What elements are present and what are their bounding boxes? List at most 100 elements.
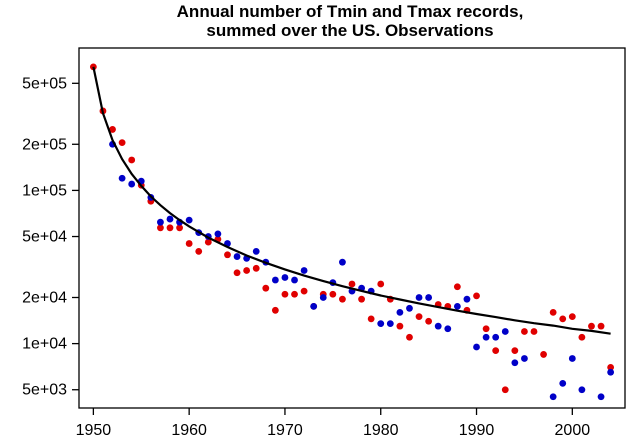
- data-point-series-1: [473, 292, 480, 300]
- chart-title-line-1: Annual number of Tmin and Tmax records,: [176, 2, 524, 21]
- data-point-series-1: [607, 363, 615, 371]
- data-point-series-1: [195, 247, 203, 255]
- y-tick-label: 5e+05: [22, 75, 67, 92]
- data-point-series-1: [396, 322, 404, 330]
- data-point-series-2: [310, 302, 318, 310]
- fit-curve: [92, 66, 611, 335]
- data-point-series-1: [492, 347, 500, 355]
- data-point-series-2: [118, 174, 126, 182]
- data-point-series-1: [559, 315, 567, 323]
- data-point-series-1: [89, 63, 97, 71]
- data-point-series-2: [214, 230, 222, 238]
- data-point-series-1: [291, 290, 298, 298]
- data-point-series-1: [511, 347, 519, 355]
- data-point-series-1: [339, 295, 346, 303]
- data-point-series-1: [358, 295, 365, 303]
- data-point-series-1: [118, 139, 126, 147]
- data-point-series-2: [482, 333, 490, 341]
- data-point-series-2: [319, 294, 327, 301]
- data-point-series-1: [530, 328, 538, 335]
- data-point-series-2: [568, 355, 576, 362]
- x-tick-label: 1970: [267, 422, 303, 439]
- data-point-series-1: [453, 283, 461, 291]
- data-point-series-1: [501, 386, 509, 394]
- data-point-series-2: [549, 393, 557, 401]
- data-point-series-1: [300, 287, 308, 295]
- data-point-series-2: [453, 302, 461, 310]
- data-point-series-1: [329, 290, 337, 298]
- data-point-series-2: [339, 258, 346, 266]
- data-point-series-1: [406, 333, 413, 341]
- data-point-series-1: [157, 224, 164, 232]
- data-point-series-2: [415, 294, 423, 301]
- data-point-series-2: [434, 322, 442, 330]
- chart-title-line-2: summed over the US. Observations: [206, 21, 494, 40]
- y-tick-label: 5e+03: [22, 382, 67, 399]
- data-point-series-2: [291, 276, 298, 284]
- data-point-series-1: [549, 308, 557, 316]
- x-tick-label: 1950: [76, 422, 112, 439]
- y-axis: 5e+05 2e+05 1e+05 5e+04 2e+04 1e+04 5e+03: [22, 75, 79, 399]
- data-point-series-2: [185, 216, 193, 224]
- data-point-series-2: [511, 359, 519, 367]
- data-point-series-1: [176, 224, 183, 232]
- data-point-series-2: [157, 218, 164, 226]
- data-point-series-2: [406, 304, 413, 312]
- data-point-series-1: [166, 224, 174, 232]
- data-point-series-1: [233, 269, 241, 277]
- x-tick-label: 1980: [363, 422, 399, 439]
- data-point-series-2: [252, 247, 260, 255]
- data-point-series-2: [425, 294, 433, 301]
- data-point-series-2: [271, 276, 279, 284]
- data-point-series-2: [521, 355, 528, 362]
- data-point-series-2: [597, 393, 605, 401]
- data-point-series-2: [233, 253, 241, 260]
- data-point-series-2: [281, 274, 289, 281]
- y-tick-label: 5e+04: [22, 229, 67, 246]
- data-point-series-1: [377, 280, 385, 288]
- data-point-series-2: [578, 386, 586, 394]
- data-point-series-1: [482, 325, 490, 333]
- data-point-series-1: [597, 322, 605, 330]
- data-point-series-1: [252, 264, 260, 272]
- data-point-series-1: [109, 126, 116, 133]
- data-point-series-1: [367, 315, 375, 323]
- data-point-series-1: [568, 313, 576, 321]
- x-axis: 1950 1960 1970 1980 1990 2000: [76, 408, 591, 439]
- data-point-series-1: [271, 306, 279, 314]
- data-point-series-2: [444, 325, 452, 333]
- plot-frame: [78, 47, 626, 409]
- data-point-series-1: [588, 322, 595, 330]
- data-point-series-1: [578, 333, 586, 341]
- data-point-series-2: [501, 328, 509, 335]
- data-point-series-1: [281, 290, 289, 298]
- y-tick-label: 2e+04: [22, 289, 67, 306]
- data-point-series-2: [386, 320, 394, 328]
- data-point-series-1: [425, 317, 433, 325]
- data-point-series-2: [377, 320, 385, 328]
- y-tick-label: 2e+05: [22, 136, 67, 153]
- data-point-series-1: [224, 251, 231, 259]
- data-point-series-2: [607, 368, 615, 376]
- data-point-series-1: [243, 267, 251, 274]
- data-point-series-1: [415, 313, 423, 321]
- x-tick-label: 1960: [171, 422, 207, 439]
- data-point-series-2: [473, 343, 480, 351]
- data-point-series-2: [463, 295, 471, 303]
- data-point-series-1: [262, 284, 270, 292]
- y-tick-label: 1e+05: [22, 182, 67, 199]
- data-point-series-1: [204, 238, 212, 246]
- x-tick-label: 2000: [555, 422, 591, 439]
- data-point-series-2: [559, 379, 567, 387]
- data-points: [89, 63, 615, 401]
- data-point-series-2: [300, 267, 308, 274]
- y-tick-label: 1e+04: [22, 336, 67, 353]
- data-point-series-1: [128, 156, 136, 164]
- data-point-series-2: [396, 308, 404, 316]
- data-point-series-1: [348, 280, 356, 288]
- data-point-series-1: [185, 240, 193, 247]
- data-point-series-1: [540, 351, 547, 358]
- data-point-series-2: [492, 333, 500, 341]
- x-tick-label: 1990: [459, 422, 495, 439]
